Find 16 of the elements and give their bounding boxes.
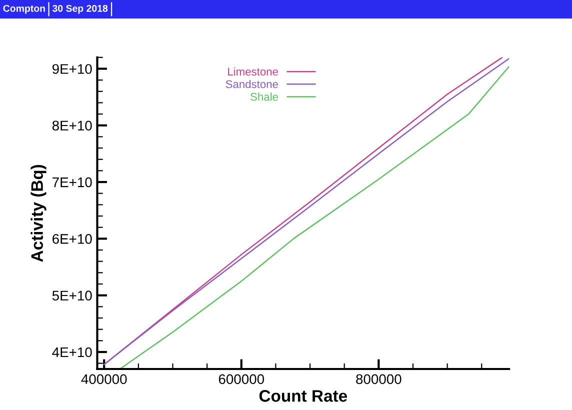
legend-label: Shale [250,92,278,101]
y-tick-label: 8E+10 [52,120,92,131]
x-axis-title: Count Rate [259,390,348,402]
y-axis-title: Activity (Bq) [30,164,46,262]
y-tick-label: 7E+10 [52,177,92,188]
text: Compton [3,4,45,14]
legend-label: Sandstone [226,80,278,88]
y-tick-label: 4E+10 [52,347,92,358]
y-tick-label: 5E+10 [52,290,92,301]
y-tick-label: 6E+10 [52,234,92,244]
x-tick-label: 400000 [81,374,127,384]
x-tick-label: 600000 [218,374,264,384]
y-tick-label: 9E+10 [52,64,92,74]
text: 30 Sep 2018 [52,4,108,14]
legend-label: Limestone [228,67,278,76]
x-tick-label: 800000 [356,374,402,384]
